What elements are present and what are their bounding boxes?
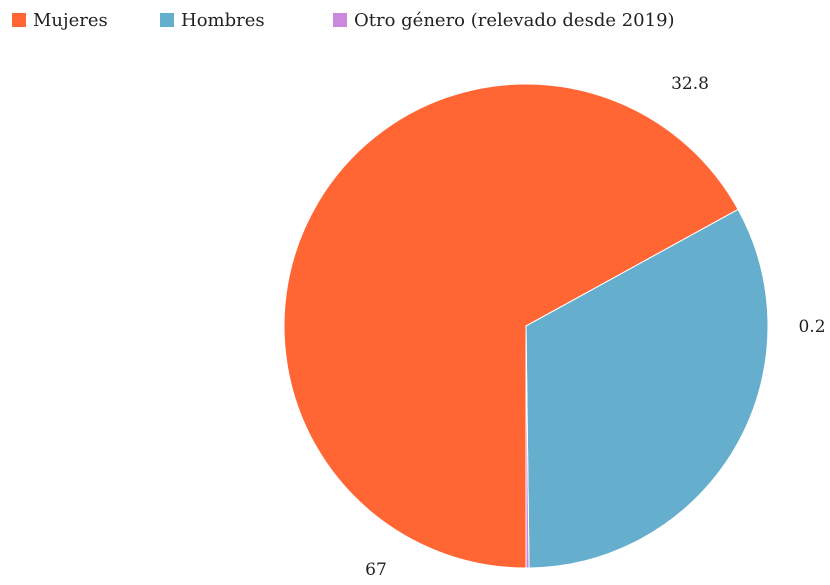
pie-slice-1	[525, 208, 769, 569]
legend-item-2: Otro género (relevado desde 2019)	[333, 10, 675, 31]
legend-swatch	[12, 13, 26, 27]
legend-swatch	[333, 13, 347, 27]
data-label-1: 32.8	[671, 74, 709, 94]
legend-label: Hombres	[181, 10, 265, 31]
legend: Mujeres Hombres Otro género (relevado desd…	[12, 10, 675, 31]
data-label-2: 0.2	[798, 317, 825, 337]
pie-slice-2	[525, 325, 530, 569]
data-label-0: 67	[365, 560, 387, 580]
pie-slice-0	[283, 83, 739, 569]
legend-label: Otro género (relevado desde 2019)	[354, 10, 675, 31]
data-labels: 67 32.8 0.2	[365, 74, 825, 580]
legend-swatch	[160, 13, 174, 27]
legend-label: Mujeres	[33, 10, 108, 31]
legend-item-1: Hombres	[160, 10, 265, 31]
pie-slices	[283, 83, 769, 569]
legend-item-0: Mujeres	[12, 10, 108, 31]
